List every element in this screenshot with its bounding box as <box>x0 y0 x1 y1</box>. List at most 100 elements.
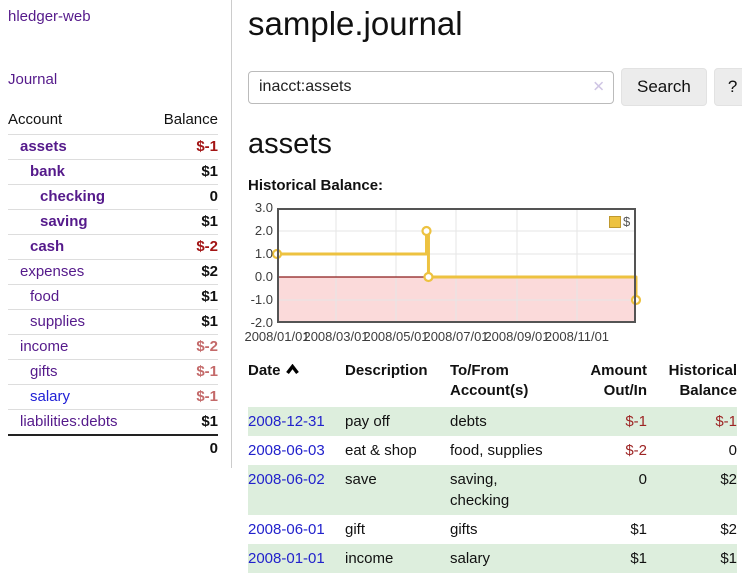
account-balance: $1 <box>148 309 218 335</box>
x-axis-tick-label: 2008/07/01 <box>423 329 489 344</box>
account-row: cash $-2 <box>8 234 218 260</box>
account-row: assets $-1 <box>8 134 218 160</box>
transaction-description: pay off <box>345 407 450 436</box>
account-link-cash[interactable]: cash <box>30 238 65 255</box>
x-axis-tick-label: 2008/01/01 <box>244 329 310 344</box>
accounts-table: Account Balance assets $-1 bank $1 checking 0… <box>8 108 218 462</box>
account-row: income $-2 <box>8 334 218 360</box>
transaction-balance: $-1 <box>647 407 737 436</box>
register-col-date[interactable]: Date <box>248 361 345 407</box>
chart-plot-area <box>271 208 642 323</box>
account-balance: $-1 <box>148 359 218 385</box>
search-form: ✕ Search ? <box>248 68 742 106</box>
register-row: 2008-06-03 eat & shop food, supplies $-2 0 <box>248 436 737 465</box>
transaction-amount: $1 <box>567 544 647 573</box>
historical-balance-chart: $ 3.0 2.0 1.0 0.0 -1.0 -2.0 2008/01/01 2008/03/… <box>244 200 648 347</box>
account-link-gifts[interactable]: gifts <box>30 363 58 380</box>
account-balance: $2 <box>148 259 218 285</box>
transaction-balance: $2 <box>720 521 737 538</box>
accounts-col-account: Account <box>8 108 149 135</box>
transaction-description: gift <box>345 521 366 538</box>
brand: hledger-web <box>8 8 218 25</box>
sidebar-nav: Journal <box>8 71 218 88</box>
sidebar-item-journal[interactable]: Journal <box>8 71 58 88</box>
sidebar: hledger-web Journal Account Balance asse… <box>0 0 232 468</box>
brand-link[interactable]: hledger-web <box>8 8 91 25</box>
clear-search-icon[interactable]: ✕ <box>592 78 605 96</box>
account-balance: $-1 <box>148 134 218 160</box>
account-link-supplies[interactable]: supplies <box>30 313 86 330</box>
register-row: 2008-12-31 pay off debts $-1 $-1 <box>248 407 737 436</box>
search-input[interactable] <box>248 70 614 104</box>
register-row: 2008-01-01 income salary $1 $1 <box>248 544 737 573</box>
transaction-description: eat & shop <box>345 442 417 459</box>
account-row: supplies $1 <box>8 309 218 335</box>
account-link-checking[interactable]: checking <box>40 188 106 205</box>
account-balance: $1 <box>148 209 218 235</box>
search-input-wrap: ✕ <box>248 70 614 104</box>
sort-ascending-icon <box>285 363 299 375</box>
x-axis-tick-label: 2008/03/01 <box>303 329 369 344</box>
transaction-description: save <box>345 465 450 515</box>
y-axis-tick-label: 2.0 <box>254 223 273 238</box>
x-axis-tick-label: 2008/09/01 <box>484 329 550 344</box>
y-axis-tick-label: 0.0 <box>254 269 273 284</box>
transaction-amount: $-2 <box>625 442 647 459</box>
account-balance: $-2 <box>148 234 218 260</box>
account-link-food[interactable]: food <box>30 288 60 305</box>
chart-legend: $ <box>609 214 630 229</box>
account-link-expenses[interactable]: expenses <box>20 263 85 280</box>
page-title: sample.journal <box>248 5 463 42</box>
x-axis-tick-label: 2008/05/01 <box>363 329 429 344</box>
register-row: 2008-06-01 gift gifts $1 $2 <box>248 515 737 544</box>
transaction-date-link[interactable]: 2008-06-02 <box>248 471 325 488</box>
y-axis-tick-label: 3.0 <box>254 200 273 215</box>
account-link-saving[interactable]: saving <box>40 213 88 230</box>
chart-title: Historical Balance: <box>248 177 384 194</box>
transaction-date-link[interactable]: 2008-01-01 <box>248 550 325 567</box>
account-row: liabilities:debts $1 <box>8 409 218 436</box>
register-col-description: Description <box>345 362 428 379</box>
register-table: Date Description To/From Account(s) Amou… <box>248 361 737 573</box>
register-row: 2008-06-02 save saving, checking 0 $2 <box>248 465 737 515</box>
account-link-income[interactable]: income <box>20 338 69 355</box>
account-balance: $-2 <box>148 334 218 360</box>
account-balance: $1 <box>148 284 218 310</box>
account-link-liabilities-debts[interactable]: liabilities:debts <box>20 413 118 430</box>
account-balance: $1 <box>148 409 218 436</box>
transaction-amount: $1 <box>630 521 647 538</box>
transaction-accounts: gifts <box>450 521 478 538</box>
register-col-balance: Historical Balance <box>668 362 737 399</box>
accounts-total: 0 <box>148 434 218 462</box>
transaction-amount: 0 <box>567 465 647 515</box>
transaction-balance: $1 <box>647 544 737 573</box>
account-row: expenses $2 <box>8 259 218 285</box>
account-balance: $-1 <box>148 384 218 410</box>
transaction-accounts: saving, checking <box>450 465 567 515</box>
transaction-accounts: salary <box>450 544 567 573</box>
account-row: salary $-1 <box>8 384 218 410</box>
register-col-tofrom: To/From Account(s) <box>450 362 529 399</box>
account-link-assets[interactable]: assets <box>20 138 67 155</box>
transaction-date-link[interactable]: 2008-12-31 <box>248 413 325 430</box>
account-link-bank[interactable]: bank <box>30 163 66 180</box>
search-button[interactable]: Search <box>621 68 707 106</box>
account-row: checking 0 <box>8 184 218 210</box>
transaction-description: income <box>345 544 450 573</box>
transaction-balance: $2 <box>647 465 737 515</box>
register-col-amount: Amount Out/In <box>590 362 647 399</box>
accounts-total-row: 0 <box>8 434 218 462</box>
transaction-date-link[interactable]: 2008-06-01 <box>248 521 325 538</box>
transaction-balance: 0 <box>728 442 737 459</box>
help-button[interactable]: ? <box>713 68 742 106</box>
transaction-date-link[interactable]: 2008-06-03 <box>248 442 325 459</box>
transaction-accounts: food, supplies <box>450 442 543 459</box>
account-row: saving $1 <box>8 209 218 235</box>
legend-label: $ <box>623 214 631 229</box>
account-balance: $1 <box>148 159 218 185</box>
y-axis-tick-label: -1.0 <box>250 292 273 307</box>
register-header-row: Date Description To/From Account(s) Amou… <box>248 361 737 407</box>
legend-swatch-icon <box>609 215 621 228</box>
account-link-salary[interactable]: salary <box>30 388 71 405</box>
